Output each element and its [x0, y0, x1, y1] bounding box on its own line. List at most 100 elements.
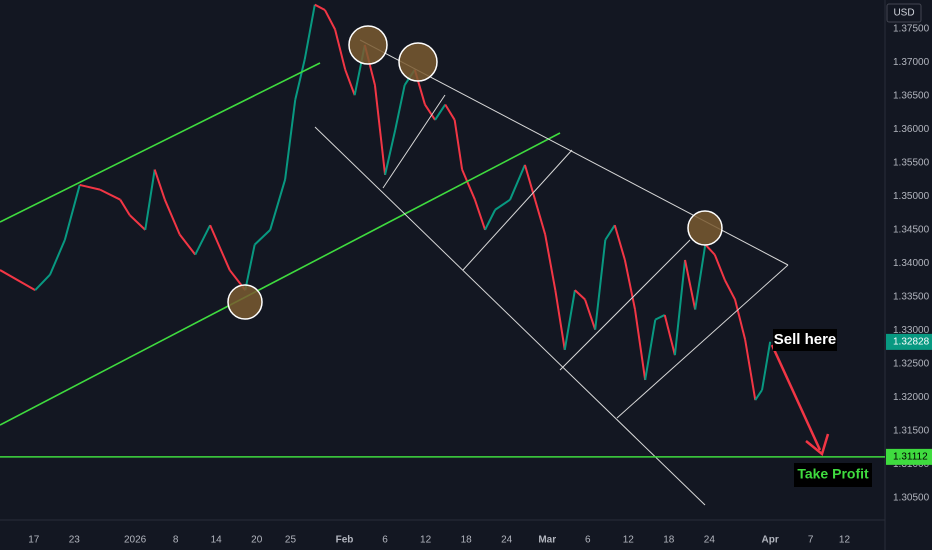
price-segment: [453, 119, 464, 170]
x-tick-label: 23: [69, 535, 81, 546]
price-segment: [254, 229, 271, 246]
price-box: [886, 333, 932, 350]
x-tick-label: 2026: [124, 535, 147, 546]
price-segment: [761, 341, 772, 391]
highlight-circle: [398, 42, 438, 82]
trend-line: [559, 239, 691, 371]
x-tick-label: 18: [461, 535, 473, 546]
price-segment: [334, 29, 347, 70]
x-tick-label: Apr: [762, 535, 779, 546]
price-segment: [713, 254, 726, 281]
price-segment: [584, 299, 597, 331]
price-segment: [0, 269, 36, 292]
price-segment: [49, 239, 66, 276]
y-tick-label: 1.34000: [893, 258, 930, 269]
y-tick-label: 1.32000: [893, 392, 930, 403]
price-segment: [178, 233, 197, 256]
price-segment: [544, 234, 557, 291]
price-segment: [144, 169, 156, 231]
price-segment: [534, 199, 547, 235]
price-segment: [119, 199, 131, 216]
y-tick-label: 1.30500: [893, 493, 930, 504]
price-segment: [314, 3, 326, 11]
highlight-circle: [348, 25, 388, 65]
price-segment: [344, 69, 356, 96]
y-tick-label: 1.36000: [893, 124, 930, 135]
x-tick-label: 25: [285, 535, 297, 546]
x-tick-label: 6: [585, 535, 591, 546]
price-segment: [284, 99, 297, 180]
price-segment: [613, 224, 626, 261]
price-segment: [269, 179, 287, 231]
price-segment: [434, 103, 447, 121]
price-segment: [494, 198, 511, 211]
price-segment: [424, 103, 436, 121]
x-tick-label: 12: [839, 535, 851, 546]
x-tick-label: 24: [704, 535, 716, 546]
price-segment: [79, 183, 101, 191]
arrow-head: [805, 433, 830, 457]
price-segment: [574, 289, 586, 301]
price-segment: [394, 84, 406, 131]
price-box: [886, 448, 932, 465]
price-segment: [209, 224, 231, 271]
price-segment: [663, 314, 676, 356]
x-tick-label: 12: [623, 535, 635, 546]
price-segment: [244, 244, 256, 291]
x-tick-label: Feb: [336, 535, 354, 546]
price-segment: [734, 299, 747, 340]
x-tick-label: 12: [420, 535, 432, 546]
price-segment: [163, 199, 181, 235]
price-segment: [724, 279, 736, 300]
label-box: [773, 329, 837, 351]
price-segment: [644, 319, 657, 381]
currency-box: [886, 3, 922, 23]
drawings: [0, 25, 830, 506]
x-tick-label: 14: [211, 535, 223, 546]
take-profit-label: 1.31112: [893, 452, 928, 463]
y-tick-label: 1.34500: [893, 224, 930, 235]
price-segment: [654, 314, 666, 321]
current-price-label: 1.32828: [893, 337, 930, 348]
trend-line: [616, 264, 789, 419]
y-tick-label: 1.36500: [893, 90, 930, 101]
price-segment: [461, 169, 476, 201]
price-segment: [523, 164, 537, 200]
price-segment: [294, 59, 306, 101]
annotation: Sell here: [774, 331, 837, 348]
price-segment: [594, 239, 607, 330]
price-segment: [129, 214, 146, 231]
highlight-circle: [227, 284, 263, 320]
y-tick-label: 1.33500: [893, 291, 930, 302]
price-segment: [63, 184, 81, 241]
price-segment: [153, 169, 166, 201]
y-tick-label: 1.37000: [893, 57, 930, 68]
channel-line: [0, 132, 561, 426]
price-segment: [303, 4, 316, 60]
label-box: [794, 463, 872, 487]
price-segment: [634, 309, 647, 381]
price-segment: [324, 9, 336, 30]
price-segment: [99, 188, 121, 201]
price-series: [0, 3, 772, 401]
x-tick-label: Mar: [538, 535, 556, 546]
channel-line: [0, 62, 321, 223]
annotation: Take Profit: [797, 466, 869, 482]
currency: USD: [893, 8, 914, 19]
price-segment: [384, 129, 397, 176]
price-segment: [473, 199, 487, 231]
y-tick-label: 1.35000: [893, 191, 930, 202]
price-segment: [484, 209, 497, 231]
price-segment: [444, 104, 456, 121]
x-tick-label: 7: [808, 535, 814, 546]
y-tick-label: 1.31500: [893, 426, 930, 437]
price-segment: [373, 84, 387, 176]
x-tick-label: 6: [382, 535, 388, 546]
price-segment: [509, 164, 526, 201]
y-tick-label: 1.37500: [893, 23, 930, 34]
price-segment: [684, 259, 697, 310]
x-tick-label: 18: [663, 535, 675, 546]
trend-line: [462, 149, 573, 271]
price-segment: [604, 224, 616, 241]
